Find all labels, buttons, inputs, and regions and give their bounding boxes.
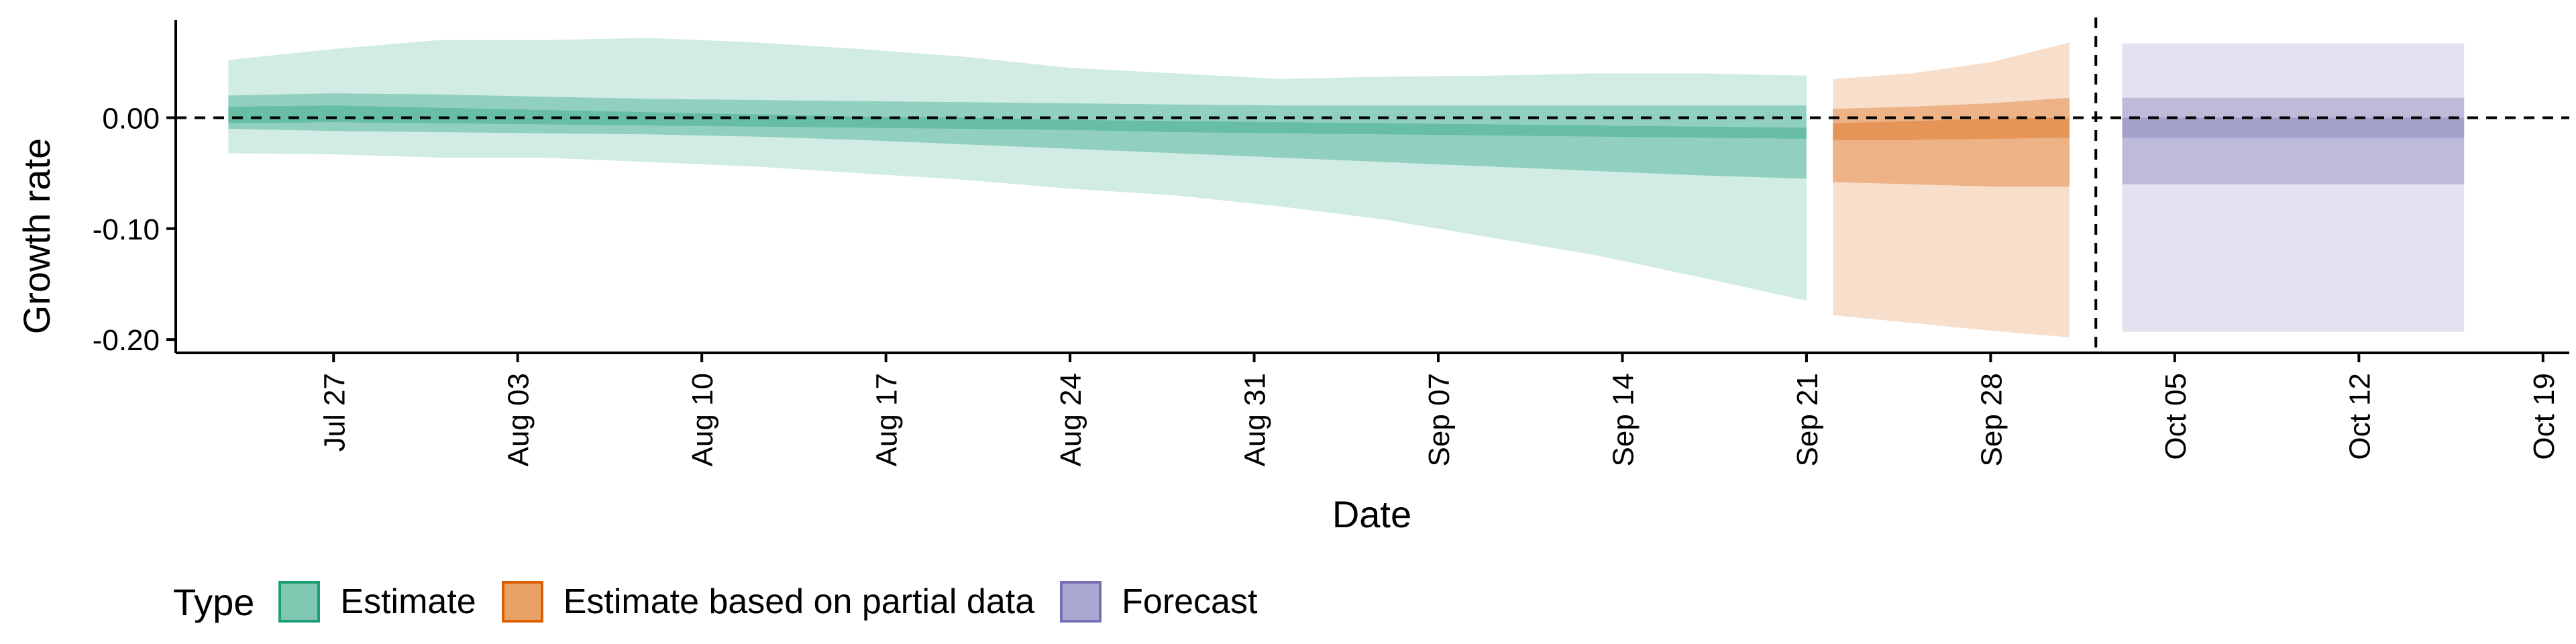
legend-item-partial: Estimate based on partial data [501, 581, 1035, 623]
legend-label-estimate: Estimate [340, 582, 476, 621]
series-2-band-50 [2122, 97, 2465, 184]
y-tick-label: -0.10 [93, 213, 160, 246]
reference-lines [176, 17, 2569, 353]
x-tick-label: Sep 21 [1791, 373, 1824, 466]
x-tick-label: Aug 24 [1055, 373, 1087, 466]
x-tick-label: Sep 28 [1975, 373, 2008, 466]
x-tick-label: Oct 19 [2528, 373, 2561, 460]
ribbon-layer [228, 38, 2465, 337]
x-tick-label: Aug 03 [502, 373, 535, 466]
legend: Type Estimate Estimate based on partial … [173, 578, 1283, 625]
series-2-band-20 [2122, 117, 2465, 138]
x-tick-label: Sep 07 [1423, 373, 1456, 466]
series-0-band-90 [228, 38, 1807, 301]
y-tick-label: -0.20 [93, 324, 160, 357]
legend-label-forecast: Forecast [1122, 582, 1258, 621]
legend-title: Type [173, 580, 255, 623]
x-tick-label: Sep 14 [1607, 373, 1640, 466]
legend-swatch-forecast [1060, 581, 1102, 623]
legend-label-partial: Estimate based on partial data [563, 582, 1035, 621]
y-tick-label: 0.00 [102, 102, 160, 135]
series-1-band-50 [1833, 97, 2070, 186]
series-0-band-50 [228, 93, 1807, 179]
legend-swatch-estimate [278, 581, 321, 623]
x-tick-label: Oct 12 [2343, 373, 2376, 460]
x-tick-label: Oct 05 [2159, 373, 2192, 460]
x-tick-label: Aug 17 [871, 373, 904, 466]
x-tick-label: Aug 10 [686, 373, 719, 466]
x-tick-label: Jul 27 [318, 373, 351, 451]
series-2-band-90 [2122, 43, 2465, 332]
x-axis-label: Date [1332, 493, 1411, 535]
x-tick-label: Aug 31 [1239, 373, 1272, 466]
y-axis-label: Growth rate [15, 138, 58, 335]
series-0-band-20 [228, 105, 1807, 139]
legend-item-estimate: Estimate [278, 581, 476, 623]
series-1-band-20 [1833, 117, 2070, 140]
axes: 0.00 -0.10 -0.20 Jul 27 Aug 03 Aug 10 Aug 17 Au… [93, 20, 2569, 466]
legend-item-forecast: Forecast [1060, 581, 1257, 623]
series-1-band-90 [1833, 42, 2070, 337]
legend-swatch-partial [501, 581, 543, 623]
